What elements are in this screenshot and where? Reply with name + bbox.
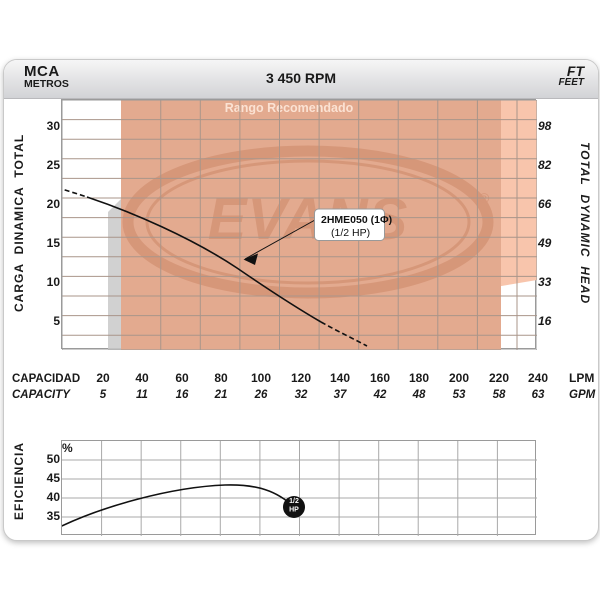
svg-text:CAPACITY: CAPACITY	[12, 389, 71, 401]
svg-text:53: 53	[453, 389, 466, 401]
svg-text:160: 160	[370, 371, 390, 385]
svg-text:HP: HP	[289, 507, 299, 514]
svg-text:60: 60	[175, 371, 189, 385]
svg-text:120: 120	[291, 371, 311, 385]
svg-text:%: %	[62, 441, 73, 455]
svg-text:11: 11	[136, 389, 148, 401]
svg-text:GPM: GPM	[569, 389, 596, 401]
svg-text:(1/2 HP): (1/2 HP)	[331, 227, 370, 239]
svg-text:16: 16	[176, 389, 189, 401]
svg-text:21: 21	[214, 389, 228, 401]
svg-text:42: 42	[373, 389, 387, 401]
svg-text:240: 240	[528, 371, 548, 385]
svg-text:37: 37	[334, 389, 347, 401]
svg-text:32: 32	[295, 389, 308, 401]
svg-text:200: 200	[449, 371, 469, 385]
svg-text:40: 40	[135, 371, 149, 385]
svg-text:58: 58	[493, 389, 506, 401]
svg-text:LPM: LPM	[569, 371, 594, 385]
svg-text:1/2: 1/2	[289, 498, 299, 505]
svg-text:220: 220	[489, 371, 509, 385]
svg-text:Rango Recomendado: Rango Recomendado	[225, 101, 354, 115]
svg-text:100: 100	[251, 371, 271, 385]
svg-text:63: 63	[532, 389, 545, 401]
svg-text:26: 26	[254, 389, 268, 401]
svg-text:140: 140	[330, 371, 350, 385]
svg-text:2HME050 (1Φ): 2HME050 (1Φ)	[321, 214, 392, 226]
svg-text:5: 5	[100, 389, 107, 401]
svg-text:80: 80	[214, 371, 228, 385]
svg-text:180: 180	[409, 371, 429, 385]
svg-text:48: 48	[412, 389, 426, 401]
svg-text:CAPACIDAD: CAPACIDAD	[12, 373, 80, 385]
svg-text:20: 20	[96, 371, 110, 385]
